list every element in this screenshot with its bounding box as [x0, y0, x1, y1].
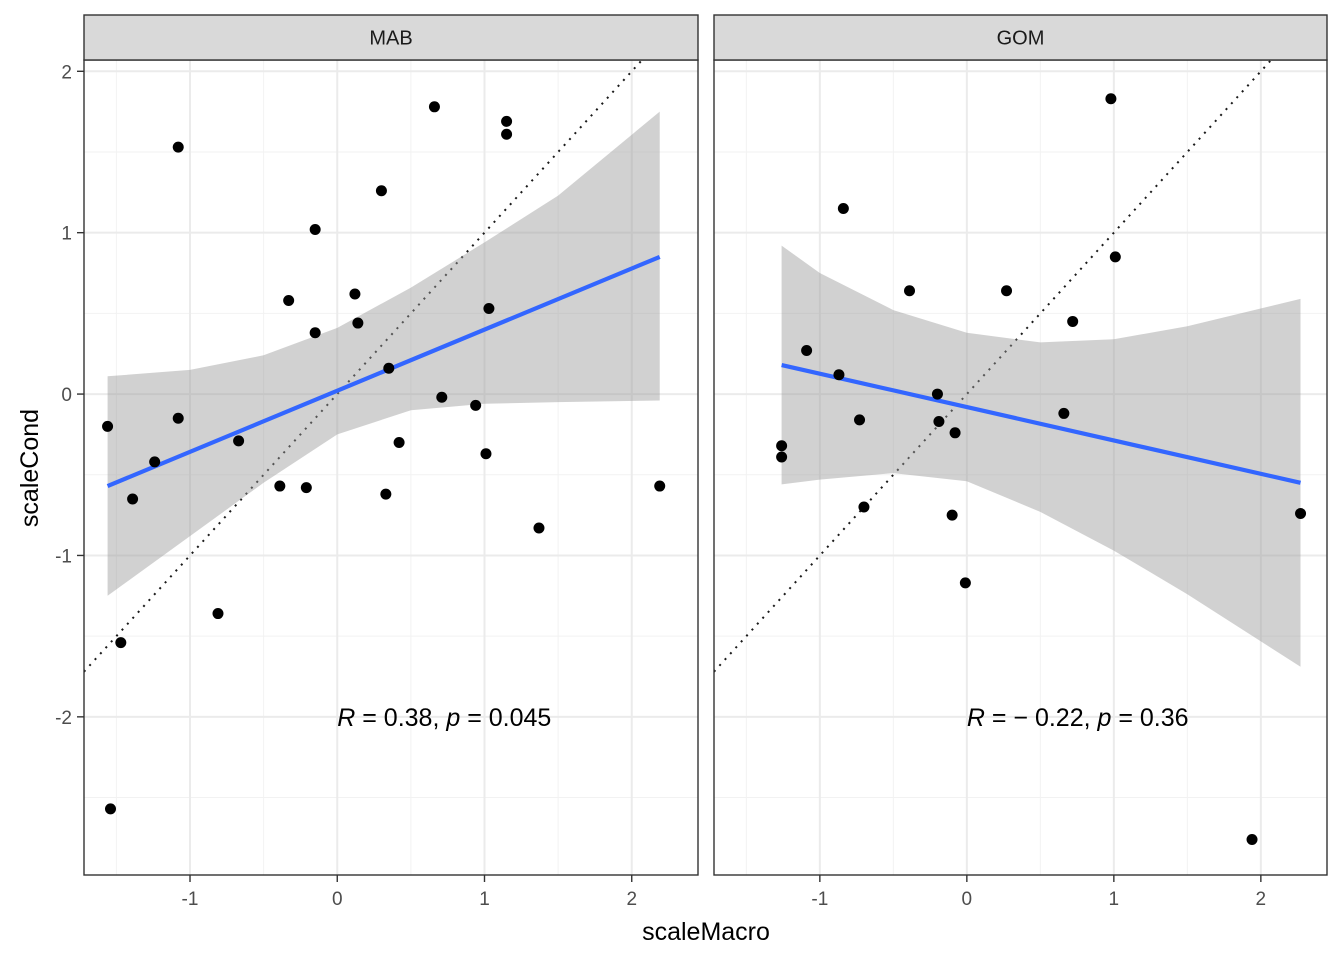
y-tick-label: 2	[61, 62, 72, 83]
x-axis-title: scaleMacro	[642, 918, 770, 946]
regression-line	[106, 254, 661, 488]
data-point	[115, 637, 127, 649]
y-axis: -2 -1 0 1 2	[55, 62, 84, 729]
data-point	[854, 414, 866, 426]
correlation-annotation: R = 0.38, p = 0.045	[337, 704, 551, 732]
data-point	[904, 285, 916, 297]
x-tick-label: 1	[1109, 889, 1120, 910]
data-point	[309, 223, 321, 235]
facet-strip	[713, 14, 1328, 61]
data-point	[501, 128, 513, 140]
y-axis-title: scaleCond	[16, 409, 44, 527]
data-point	[233, 435, 245, 447]
data-point	[931, 388, 943, 400]
data-point	[933, 416, 945, 428]
data-point	[393, 436, 405, 448]
y-tick-label: -1	[55, 546, 72, 567]
data-point	[946, 509, 958, 521]
data-point	[102, 420, 114, 432]
y-tick-label: 1	[61, 224, 72, 245]
facet-strip	[83, 14, 699, 61]
data-point	[105, 803, 117, 815]
data-point	[212, 608, 224, 620]
facet-strip-label: MAB	[369, 28, 412, 50]
panel-content	[84, 60, 666, 815]
data-point	[959, 577, 971, 589]
panel-mab: R = 0.38, p = 0.045 MAB -1 0 1 2	[83, 14, 699, 910]
data-point	[127, 493, 139, 505]
data-point	[1067, 315, 1079, 327]
data-point	[300, 482, 312, 494]
grid	[84, 60, 698, 875]
data-point	[949, 427, 961, 439]
x-tick-label: 2	[626, 889, 637, 910]
grid	[714, 60, 1327, 875]
panel-gom: R = − 0.22, p = 0.36 GOM -1 0 1 2	[713, 14, 1328, 910]
panel-background	[84, 60, 698, 875]
data-point	[1246, 833, 1258, 845]
data-point	[375, 185, 387, 197]
y-tick-label: -2	[55, 708, 72, 729]
data-point	[1105, 93, 1117, 105]
data-point	[149, 456, 161, 468]
data-point	[1058, 407, 1070, 419]
data-point	[172, 412, 184, 424]
x-tick-label: 2	[1256, 889, 1267, 910]
data-point	[480, 448, 492, 460]
x-tick-label: -1	[811, 889, 828, 910]
data-point	[1001, 285, 1013, 297]
regression-line	[781, 362, 1302, 485]
data-point	[654, 480, 666, 492]
data-point	[428, 101, 440, 113]
data-point	[383, 362, 395, 374]
data-point	[436, 391, 448, 403]
data-point	[309, 327, 321, 339]
data-point	[837, 202, 849, 214]
x-tick-label: 0	[962, 889, 973, 910]
data-point	[776, 440, 788, 452]
data-point	[172, 141, 184, 153]
data-point	[352, 317, 364, 329]
x-tick-label: 1	[479, 889, 490, 910]
data-point	[776, 451, 788, 463]
data-point	[1295, 507, 1307, 519]
data-point	[533, 522, 545, 534]
panel-content	[714, 60, 1307, 845]
data-point	[858, 501, 870, 513]
facet-strip-label: GOM	[997, 28, 1045, 50]
confidence-ribbon	[781, 245, 1301, 667]
data-point	[483, 303, 495, 315]
data-point	[1109, 251, 1121, 263]
confidence-ribbon	[107, 111, 660, 596]
correlation-annotation: R = − 0.22, p = 0.36	[967, 704, 1189, 732]
x-tick-label: -1	[182, 889, 199, 910]
x-tick-label: 0	[332, 889, 343, 910]
data-point	[801, 344, 813, 356]
data-point	[833, 369, 845, 381]
data-point	[283, 294, 295, 306]
y-tick-label: 0	[61, 385, 72, 406]
data-point	[274, 480, 286, 492]
data-point	[349, 288, 361, 300]
data-point	[470, 399, 482, 411]
data-point	[501, 115, 513, 127]
data-point	[380, 488, 392, 500]
